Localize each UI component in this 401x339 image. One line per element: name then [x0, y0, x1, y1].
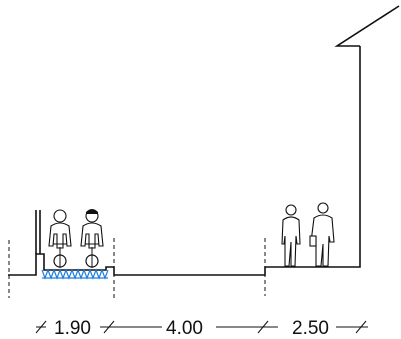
bike-lane-surface: [41, 268, 109, 280]
dimension-tick-icon: [103, 320, 115, 334]
cyclist-icon: [80, 209, 104, 268]
dimension-label-bike-lane: 1.90: [54, 318, 91, 339]
dimension-tick-icon: [257, 320, 269, 334]
cyclist-icon: [48, 209, 72, 268]
dimension-label-sidewalk: 2.50: [292, 318, 329, 339]
building-roof: [334, 5, 400, 47]
dimension-label-roadway: 4.00: [166, 318, 203, 339]
dimension-tick-icon: [35, 320, 47, 334]
section-reference-lines: [8, 238, 266, 298]
bollard-icon: [35, 210, 41, 254]
dimension-tick-icon: [355, 320, 367, 334]
pedestrian-icon: [309, 202, 335, 267]
pedestrian-icon: [281, 204, 301, 267]
dimension-line: 1.90 4.00 2.50: [35, 318, 368, 339]
